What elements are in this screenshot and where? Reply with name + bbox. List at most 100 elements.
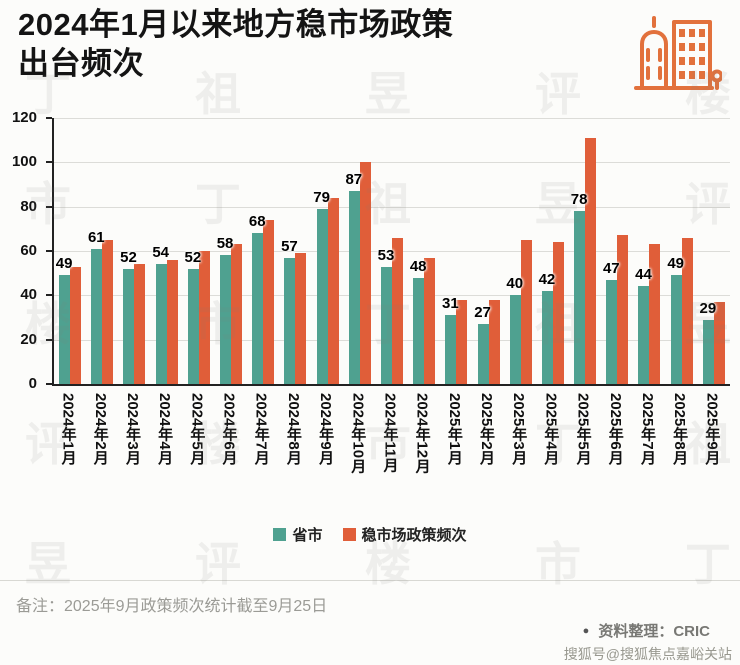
bar-value-label: 52	[120, 248, 137, 266]
bar-province	[220, 255, 232, 384]
x-axis-label: 2024年5月	[181, 388, 213, 504]
bar-policy-frequency	[488, 299, 500, 384]
x-axis-label: 2025年1月	[438, 388, 470, 504]
bar-group: 57	[279, 118, 311, 384]
y-tick-label: 120	[11, 109, 37, 126]
bar-province	[123, 268, 135, 384]
x-axis-label: 2024年8月	[277, 388, 309, 504]
bar-group: 44	[633, 118, 665, 384]
bar-group: 52	[183, 118, 215, 384]
bar-group: 79	[312, 118, 344, 384]
y-axis-labels: 0 20 40 60 80 100 120	[0, 109, 46, 392]
y-tickmark	[46, 250, 52, 252]
x-axis-label: 2025年2月	[470, 388, 502, 504]
divider	[0, 580, 740, 581]
bar-group: 58	[215, 118, 247, 384]
y-tickmark	[46, 383, 52, 385]
bar-value-label: 27	[474, 304, 491, 322]
bar-value-label: 79	[313, 188, 330, 206]
bar-group: 29	[698, 118, 730, 384]
bar-policy-frequency	[456, 299, 468, 384]
city-buildings-icon	[630, 8, 724, 99]
y-tick-label: 80	[20, 197, 37, 215]
bar-policy-frequency	[649, 244, 661, 384]
y-tickmark	[46, 205, 52, 208]
y-tickmark	[46, 117, 52, 119]
x-axis-label: 2025年6月	[599, 388, 631, 504]
bar-policy-frequency	[391, 237, 403, 384]
bar-group: 48	[408, 118, 440, 384]
bar-value-label: 54	[152, 244, 169, 262]
y-tick-label: 60	[20, 242, 37, 259]
bar-province	[380, 266, 392, 384]
bar-province	[155, 264, 167, 384]
bar-value-label: 48	[409, 257, 427, 275]
bar-policy-frequency	[617, 235, 629, 384]
page-title: 2024年1月以来地方稳市场政策 出台频次	[18, 6, 618, 84]
y-tickmark	[46, 294, 52, 297]
x-axis-label-text: 2024年1月	[59, 393, 77, 465]
bar-province	[606, 279, 618, 384]
bar-province	[541, 290, 553, 384]
bar-province	[477, 324, 489, 384]
bar-value-label: 87	[345, 171, 363, 189]
bar-value-label: 61	[87, 228, 105, 246]
bar-policy-frequency	[231, 244, 243, 384]
bar-value-label: 42	[538, 270, 556, 288]
bar-province	[574, 211, 586, 384]
bar-province	[445, 315, 457, 384]
x-axis-label-text: 2024年3月	[123, 393, 141, 465]
bullet-icon: ●	[582, 624, 590, 637]
bar-policy-frequency	[520, 239, 532, 384]
bar-policy-frequency	[359, 162, 371, 384]
y-tick-label: 20	[20, 330, 37, 348]
x-axis-label: 2024年6月	[213, 388, 245, 504]
x-axis-label: 2024年10月	[342, 388, 374, 504]
x-axis-label-text: 2025年8月	[671, 393, 689, 465]
bar-value-label: 49	[55, 255, 73, 273]
bar-value-label: 47	[602, 259, 620, 277]
bar-policy-frequency	[295, 253, 307, 384]
x-axis-label: 2024年3月	[116, 388, 148, 504]
x-axis-label-text: 2024年9月	[317, 393, 335, 465]
gridline	[54, 206, 730, 208]
bar-value-label: 78	[570, 191, 588, 209]
x-axis-label: 2025年8月	[664, 388, 696, 504]
bar-value-label: 52	[184, 248, 202, 266]
x-axis-label-text: 2024年6月	[220, 393, 238, 465]
bar-group: 49	[666, 118, 698, 384]
bar-province	[284, 257, 296, 384]
title-line1: 2024年1月以来地方稳市场政策	[18, 7, 454, 42]
bar-policy-frequency	[713, 301, 725, 384]
bar-value-label: 68	[248, 213, 266, 231]
bar-value-label: 40	[506, 275, 524, 293]
source: ● 资料整理：CRIC	[583, 620, 710, 641]
bar-value-label: 29	[699, 299, 717, 317]
x-axis-label-text: 2024年7月	[252, 393, 270, 465]
bar-province	[316, 208, 328, 384]
x-axis-label: 2024年4月	[149, 388, 181, 504]
bar-policy-frequency	[198, 251, 210, 384]
legend-item: 省市	[273, 524, 323, 545]
x-axis-label: 2024年9月	[310, 388, 342, 504]
bar-province	[187, 268, 199, 384]
x-axis-label: 2024年12月	[406, 388, 438, 504]
bar-value-label: 49	[667, 255, 684, 273]
bar-group: 40	[505, 118, 537, 384]
gridline	[54, 118, 730, 119]
bar-group: 68	[247, 118, 279, 384]
legend-swatch	[342, 528, 356, 541]
x-axis-label-text: 2025年6月	[606, 393, 624, 465]
x-axis-label: 2024年7月	[245, 388, 277, 504]
bar-province	[59, 275, 71, 384]
note-text: 备注：2025年9月政策频次统计截至9月25日	[16, 598, 328, 615]
x-axis-label-text: 2025年1月	[445, 393, 463, 465]
bar-policy-frequency	[70, 266, 82, 384]
bar-province	[509, 295, 521, 384]
x-axis-label-text: 2024年10月	[349, 393, 367, 474]
bar-policy-frequency	[166, 259, 178, 384]
x-axis-label-text: 2024年11月	[381, 393, 399, 473]
title-line2: 出台频次	[18, 45, 144, 81]
x-axis-label-text: 2025年9月	[703, 393, 721, 465]
